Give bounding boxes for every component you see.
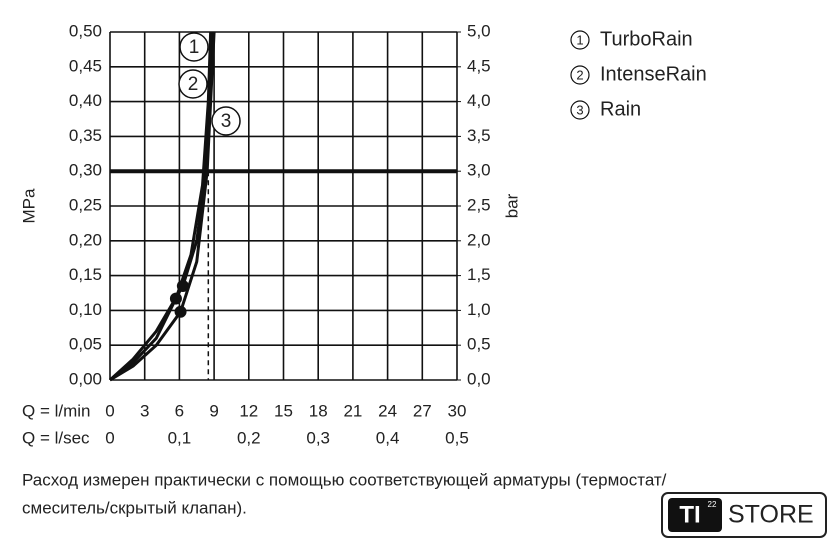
legend-label: IntenseRain [600,63,707,85]
y-tick-label: 0,35 [69,126,102,145]
y2-tick-label: 2,0 [467,230,491,249]
y2-tick-label: 0,5 [467,335,491,354]
x-tick-label: 6 [175,401,184,420]
y-tick-label: 0,10 [69,300,102,319]
curve-label: 1 [189,37,200,58]
y-tick-label: 0,20 [69,230,102,249]
y2-tick-label: 0,0 [467,369,491,388]
y-tick-label: 0,25 [69,195,102,214]
y2-tick-label: 3,0 [467,161,491,180]
x-tick-label: 27 [413,401,432,420]
x-tick-label: 30 [448,401,467,420]
x2-tick-label: 0,3 [306,428,330,447]
x-tick-label: 15 [274,401,293,420]
x2-tick-label: 0,1 [168,428,192,447]
x-tick-label: 9 [209,401,218,420]
legend-label: TurboRain [600,28,693,50]
y-tick-label: 0,30 [69,161,102,180]
y-tick-label: 0,05 [69,335,102,354]
x-tick-label: 3 [140,401,149,420]
x2-tick-label: 0 [105,428,114,447]
y2-tick-label: 3,5 [467,126,491,145]
y-tick-label: 0,15 [69,265,102,284]
x-tick-label: 24 [378,401,397,420]
point [169,292,182,305]
curve-label-circle [178,69,208,99]
logo: TI 22 STORE [661,492,827,538]
logo-text: STORE [728,501,814,529]
y-tick-label: 0,00 [69,369,102,388]
y-axis-label: MPa [19,188,38,224]
point [174,305,187,318]
curve-label: 2 [188,74,199,95]
x-tick-label: 0 [105,401,114,420]
x2-tick-label: 0,4 [376,428,400,447]
logo-text: TI [679,501,700,528]
footnote: смеситель/скрытый клапан). [22,498,247,517]
y-tick-label: 0,45 [69,56,102,75]
series-line [109,31,213,382]
y2-tick-label: 2,5 [467,195,491,214]
y2-tick-label: 1,5 [467,265,491,284]
footnote: Расход измерен практически с помощью соо… [22,470,667,489]
curve-label-circle [211,106,241,136]
curve-label: 3 [221,111,232,132]
y2-tick-label: 4,5 [467,56,491,75]
curve-label-circle [179,32,209,62]
x-tick-label: 21 [343,401,362,420]
x2-tick-label: 0,2 [237,428,261,447]
x2-tick-label: 0,5 [445,428,469,447]
x2-axis-label: Q = l/sec [22,428,90,447]
y2-tick-label: 4,0 [467,91,491,110]
legend-label: Rain [600,98,641,120]
legend-symbol-label: 2 [576,67,583,82]
logo-box [668,498,722,532]
logo-sup: 22 [708,500,717,509]
legend-symbol-label: 3 [576,102,583,117]
legend-symbol [570,30,590,50]
legend-symbol [570,100,590,120]
y2-tick-label: 1,0 [467,300,491,319]
legend-symbol-label: 1 [576,32,583,47]
y2-tick-label: 5,0 [467,21,491,40]
point [176,280,189,293]
x-axis-label: Q = l/min [22,401,91,420]
y-tick-label: 0,40 [69,91,102,110]
x-tick-label: 18 [309,401,328,420]
legend-symbol [570,65,590,85]
x-tick-label: 12 [239,401,258,420]
y2-axis-label: bar [502,193,521,218]
y-tick-label: 0,50 [69,21,102,40]
